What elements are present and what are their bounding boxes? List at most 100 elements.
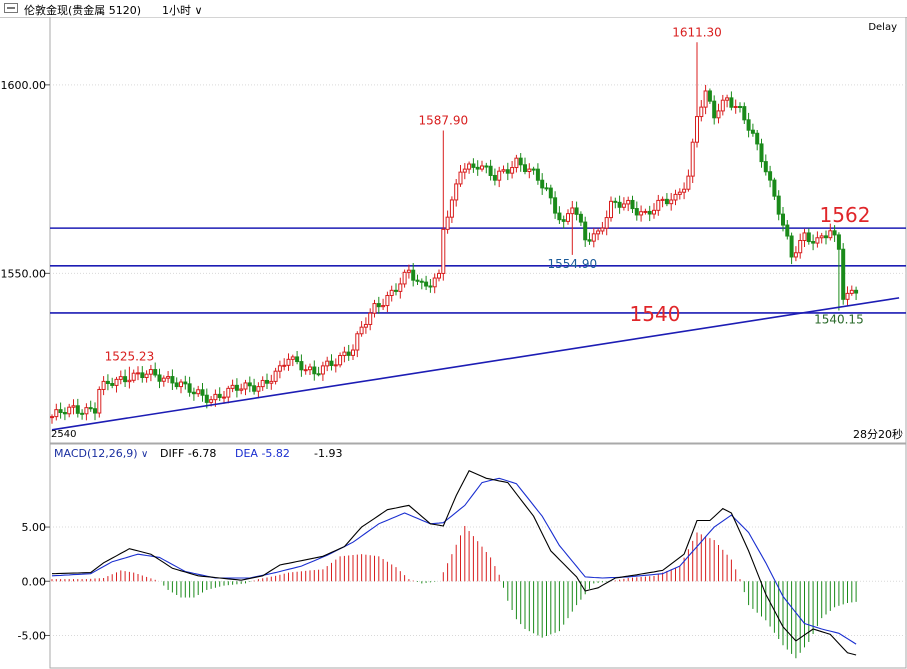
candle-body bbox=[161, 377, 166, 382]
delay-label: Delay bbox=[868, 22, 897, 33]
candle-body bbox=[144, 373, 149, 379]
candle-body bbox=[647, 210, 652, 215]
candle-body bbox=[815, 237, 820, 244]
period-selector[interactable]: 1小时 ∨ bbox=[162, 2, 203, 18]
candle-body bbox=[80, 412, 85, 415]
candle-body bbox=[62, 412, 67, 415]
candle-body bbox=[789, 235, 794, 258]
candle-body bbox=[316, 373, 321, 376]
candle-body bbox=[127, 379, 132, 383]
candle-body bbox=[402, 271, 407, 285]
macd-title[interactable]: MACD(12,26,9) bbox=[54, 447, 138, 460]
candle-body bbox=[290, 356, 295, 360]
candle-body bbox=[836, 234, 841, 250]
candle-body bbox=[140, 372, 145, 379]
candle-body bbox=[514, 157, 519, 169]
candle-body bbox=[415, 279, 420, 282]
candle-body bbox=[854, 289, 859, 294]
candle-body bbox=[97, 388, 102, 414]
candle-body bbox=[664, 198, 669, 205]
candle-body bbox=[196, 389, 201, 395]
candle-body bbox=[798, 239, 803, 254]
candle-body bbox=[183, 381, 188, 385]
candle-body bbox=[101, 380, 106, 390]
candle-body bbox=[342, 351, 347, 357]
candle-body bbox=[67, 406, 72, 415]
candle-body bbox=[458, 171, 463, 185]
candle-body bbox=[346, 351, 351, 356]
candle-body bbox=[841, 248, 846, 300]
candle-body bbox=[591, 233, 596, 242]
candle-body bbox=[204, 394, 209, 403]
candle-body bbox=[432, 277, 437, 288]
candle-body bbox=[613, 200, 618, 203]
candle-body bbox=[583, 221, 588, 241]
candle-body bbox=[621, 203, 626, 208]
candle-body bbox=[587, 239, 592, 242]
candle-body bbox=[299, 361, 304, 371]
candle-body bbox=[643, 210, 648, 213]
candle-body bbox=[699, 106, 704, 118]
candle-body bbox=[733, 106, 738, 109]
macd-lines bbox=[51, 469, 857, 656]
candle-body bbox=[690, 141, 695, 177]
candle-body bbox=[793, 252, 798, 258]
candle-body bbox=[492, 174, 497, 181]
candle-body bbox=[682, 188, 687, 193]
candle-body bbox=[574, 207, 579, 215]
candle-body bbox=[406, 269, 411, 273]
candle-body bbox=[411, 269, 416, 281]
candle-body bbox=[419, 280, 424, 283]
candle-body bbox=[742, 106, 747, 121]
candle-body bbox=[385, 294, 390, 307]
candle-body bbox=[462, 168, 467, 173]
candle-body bbox=[243, 382, 248, 390]
candle-body bbox=[729, 97, 734, 108]
candle-body bbox=[738, 106, 742, 109]
candle-body bbox=[359, 326, 364, 335]
chevron-down-icon: ∨ bbox=[141, 449, 148, 460]
candle-body bbox=[617, 201, 622, 208]
macd-value: -1.93 bbox=[314, 447, 342, 460]
instrument-title[interactable]: 伦敦金现(贵金属 5120) bbox=[24, 4, 142, 17]
candle-body bbox=[557, 212, 562, 221]
candle-body bbox=[239, 388, 244, 391]
candle-body bbox=[548, 187, 553, 199]
price-axis: 1600.00 1550.00 bbox=[1, 79, 50, 280]
candle-body bbox=[531, 168, 536, 171]
candle-body bbox=[806, 232, 811, 243]
candle-body bbox=[811, 241, 816, 244]
candle-body bbox=[88, 407, 93, 410]
chart-area[interactable]: Delay 1600.00 1550.00 1525.23 1587.90 1554.… bbox=[0, 17, 907, 669]
candle-body bbox=[398, 283, 403, 292]
candle-body bbox=[467, 163, 472, 170]
candle-body bbox=[381, 305, 386, 308]
candle-body bbox=[785, 224, 790, 237]
extreme-price-label: 1540.15 bbox=[814, 312, 864, 326]
candle-body bbox=[746, 119, 751, 131]
support-resistance-lines bbox=[50, 227, 906, 314]
candle-body bbox=[247, 382, 252, 387]
candle-body bbox=[544, 187, 549, 190]
price-panel bbox=[49, 17, 907, 444]
candle-body bbox=[677, 191, 682, 195]
candle-body bbox=[819, 235, 824, 239]
candle-body bbox=[368, 312, 373, 325]
symbol-icon[interactable] bbox=[4, 3, 18, 13]
candle-body bbox=[320, 365, 325, 375]
candle-body bbox=[484, 165, 489, 168]
level-label: 1540 bbox=[630, 302, 681, 326]
macd-axis: 5.00 0.00 -5.00 bbox=[18, 521, 906, 642]
candle-body bbox=[333, 364, 338, 367]
diff-value: DIFF -6.78 bbox=[160, 447, 216, 460]
candle-body bbox=[781, 213, 785, 226]
extreme-price-label: 1611.30 bbox=[672, 25, 722, 39]
candle-body bbox=[750, 129, 755, 134]
candle-body bbox=[600, 227, 605, 232]
candle-body bbox=[338, 355, 343, 366]
candle-body bbox=[776, 195, 781, 215]
candle-body bbox=[824, 235, 828, 239]
candle-body bbox=[630, 199, 635, 210]
candle-body bbox=[695, 116, 699, 143]
candle-body bbox=[157, 374, 162, 382]
